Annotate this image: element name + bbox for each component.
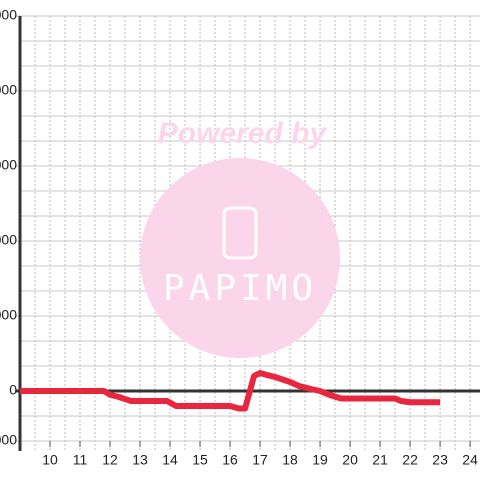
- y-tick-label: 0: [9, 382, 17, 398]
- data-line: [20, 370, 441, 412]
- y-tick-label: 60,000: [0, 232, 17, 248]
- x-tick-label: 15: [192, 452, 208, 468]
- x-tick-label: 19: [312, 452, 328, 468]
- x-tick-label: 12: [102, 452, 118, 468]
- x-tick-label: 14: [162, 452, 178, 468]
- watermark-phone: [222, 206, 258, 260]
- x-tick-label: 22: [402, 452, 418, 468]
- x-tick-label: 24: [462, 452, 478, 468]
- y-tick-label: 30,000: [0, 307, 17, 323]
- y-tick-label: 120,000: [0, 82, 17, 98]
- y-tick-label: -20,000: [0, 432, 17, 448]
- watermark-text: Powered by: [158, 117, 328, 150]
- x-tick-label: 10: [42, 452, 58, 468]
- y-tick-label: 90,000: [0, 157, 17, 173]
- watermark: Powered by PAPIMO: [140, 117, 340, 358]
- x-tick-label: 21: [372, 452, 388, 468]
- x-tick-label: 20: [342, 452, 358, 468]
- x-tick-label: 11: [73, 452, 88, 468]
- x-tick-label: 13: [132, 452, 148, 468]
- x-tick-label: 23: [432, 452, 448, 468]
- x-tick-label: 16: [222, 452, 238, 468]
- y-tick-label: 150,000: [0, 7, 17, 23]
- x-tick-label: 17: [252, 452, 268, 468]
- watermark-logo: PAPIMO: [163, 268, 317, 309]
- x-tick-label: 18: [282, 452, 298, 468]
